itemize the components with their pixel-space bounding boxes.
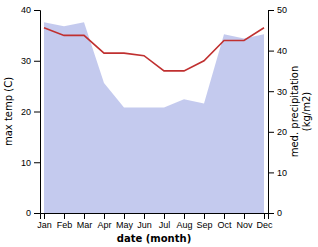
y-tick-label: 40 <box>21 5 31 15</box>
x-tick: Mar <box>77 213 93 230</box>
x-tick-mark <box>84 213 85 219</box>
y-tick-mark <box>34 112 40 113</box>
y2-axis-title-line: (kg/m2) <box>301 92 312 132</box>
x-tick-label: Dec <box>256 220 273 230</box>
y-tick-label: 30 <box>21 56 31 66</box>
y2-axis-title-line: med. precipitation <box>289 66 300 158</box>
y2-tick-mark <box>268 51 274 52</box>
y-tick-mark <box>34 162 40 163</box>
y2-tick-mark <box>268 213 274 214</box>
y-axis: 0 10 20 30 40 <box>21 5 41 218</box>
y-tick-label: 20 <box>21 107 31 117</box>
y2-tick-label: 0 <box>277 208 282 218</box>
y2-tick: 20 <box>268 127 287 137</box>
x-tick-mark <box>264 213 265 219</box>
x-tick-mark <box>204 213 205 219</box>
y2-axis-title: med. precipitation(kg/m2) <box>289 66 312 158</box>
y2-axis-line <box>269 11 275 214</box>
x-tick-mark <box>44 213 45 219</box>
y-axis-line <box>34 11 41 214</box>
x-axis-title: date (month) <box>117 233 191 244</box>
x-tick-mark <box>144 213 145 219</box>
y-tick-mark <box>34 10 40 11</box>
x-tick: Aug <box>176 213 192 230</box>
x-tick-label: Mar <box>77 220 93 230</box>
x-tick: Oct <box>217 213 232 230</box>
y-tick-mark <box>34 213 40 214</box>
y2-tick-label: 40 <box>277 46 287 56</box>
y2-tick-label: 10 <box>277 168 287 178</box>
y-tick: 0 <box>26 208 40 218</box>
x-tick-mark <box>224 213 225 219</box>
x-axis-line <box>41 214 269 220</box>
x-tick: Nov <box>236 213 253 230</box>
x-tick-label: Jan <box>37 220 52 230</box>
x-tick: Jan <box>37 213 52 230</box>
y-tick-mark <box>34 61 40 62</box>
x-tick-mark <box>124 213 125 219</box>
y-tick: 40 <box>21 5 40 15</box>
y2-tick-mark <box>268 172 274 173</box>
y2-tick: 30 <box>268 87 287 97</box>
plot: Jan Feb Mar Apr MayJun Jul Aug Sep Oct NovDec 0 10 2… <box>3 5 312 244</box>
y-tick-label: 0 <box>26 208 31 218</box>
x-tick-mark <box>104 213 105 219</box>
y2-tick-mark <box>268 10 274 11</box>
y2-tick: 0 <box>268 208 282 218</box>
y2-tick-label: 30 <box>277 87 287 97</box>
x-tick-label: Apr <box>97 220 111 230</box>
x-tick-label: May <box>116 220 134 230</box>
x-tick-label: Jul <box>159 220 171 230</box>
temperature-line <box>44 28 264 71</box>
y2-tick-label: 20 <box>277 127 287 137</box>
x-tick: Feb <box>57 213 73 230</box>
x-tick-label: Oct <box>217 220 232 230</box>
x-tick-mark <box>64 213 65 219</box>
x-tick-mark <box>164 213 165 219</box>
chart-container: Jan Feb Mar Apr MayJun Jul Aug Sep Oct NovDec 0 10 2… <box>0 0 318 247</box>
y2-tick: 40 <box>268 46 287 56</box>
x-axis: Jan Feb Mar Apr MayJun Jul Aug Sep Oct NovDec <box>37 213 273 230</box>
precipitation-area <box>44 22 264 213</box>
x-tick-mark <box>184 213 185 219</box>
y-tick: 30 <box>21 56 40 66</box>
x-tick: Sep <box>196 213 212 230</box>
x-tick-label: Sep <box>196 220 212 230</box>
x-tick-label: Aug <box>176 220 192 230</box>
x-tick: Apr <box>97 213 111 230</box>
y2-tick: 10 <box>268 168 287 178</box>
y-tick: 10 <box>21 158 40 168</box>
y2-tick: 50 <box>268 5 287 15</box>
y-tick-label: 10 <box>21 158 31 168</box>
x-tick-label: Jun <box>137 220 152 230</box>
x-tick-mark <box>244 213 245 219</box>
y2-tick-label: 50 <box>277 5 287 15</box>
marks <box>44 22 264 213</box>
x-tick: Jun <box>137 213 152 230</box>
x-tick-label: Nov <box>236 220 253 230</box>
chart: Jan Feb Mar Apr MayJun Jul Aug Sep Oct NovDec 0 10 2… <box>0 0 318 247</box>
x-tick: Jul <box>159 213 171 230</box>
y2-tick-mark <box>268 132 274 133</box>
x-tick: Dec <box>256 213 273 230</box>
x-tick-label: Feb <box>57 220 73 230</box>
y-tick: 20 <box>21 107 40 117</box>
y2-tick-mark <box>268 91 274 92</box>
y2-axis: 0 10 20 30 40 50 <box>268 5 287 218</box>
y-axis-title: max temp (C) <box>3 77 14 146</box>
x-tick: May <box>116 213 134 230</box>
